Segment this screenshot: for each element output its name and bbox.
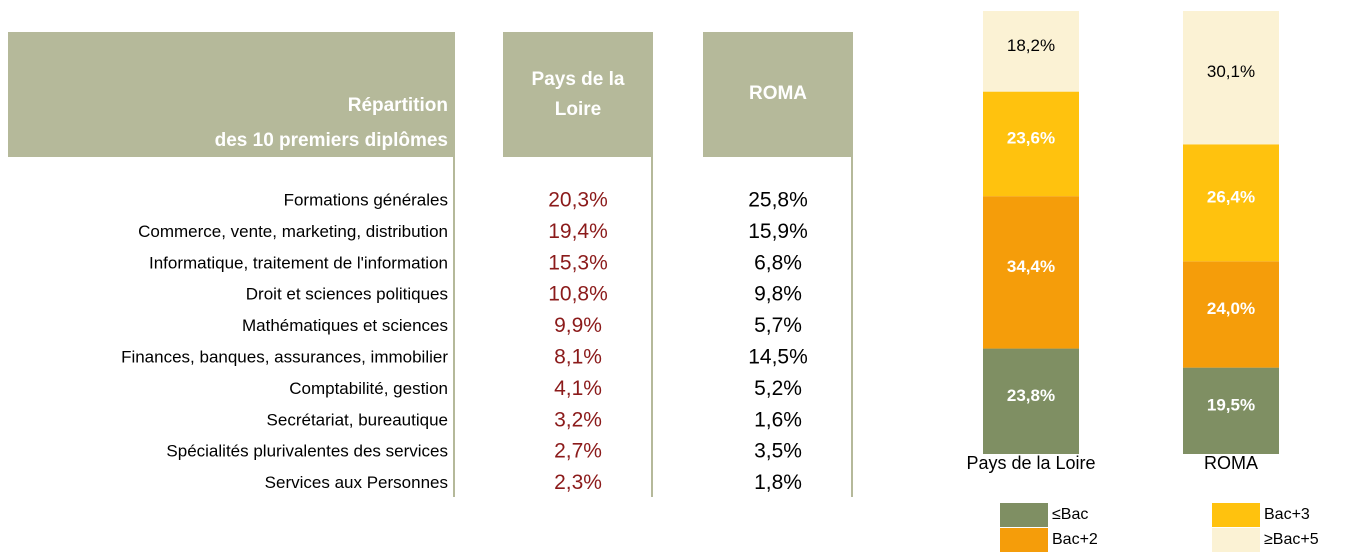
bar-segment <box>1183 144 1279 262</box>
header-box <box>503 32 653 157</box>
row-value: 9,8% <box>754 283 802 306</box>
legend-label: Bac+3 <box>1264 506 1310 523</box>
row-label: Spécialités plurivalentes des services <box>166 442 448 461</box>
data-label: 24,0% <box>1207 299 1255 318</box>
row-label: Mathématiques et sciences <box>242 316 448 335</box>
header-box <box>703 32 853 157</box>
row-value: 10,8% <box>548 283 608 306</box>
row-value: 2,3% <box>554 471 602 494</box>
legend-swatch <box>1212 528 1260 552</box>
header-text: Loire <box>555 99 601 120</box>
data-label: 30,1% <box>1207 62 1255 81</box>
row-value: 1,6% <box>754 408 802 431</box>
bar-segment <box>983 11 1079 92</box>
data-label: 18,2% <box>1007 36 1055 55</box>
bar-segment <box>1183 261 1279 368</box>
data-label: 23,6% <box>1007 128 1055 147</box>
data-label: 26,4% <box>1207 187 1255 206</box>
bar-segment <box>983 196 1079 349</box>
legend-swatch <box>1000 528 1048 552</box>
row-value: 20,3% <box>548 189 608 212</box>
row-label: Droit et sciences politiques <box>246 285 448 304</box>
category-label: Pays de la Loire <box>966 453 1095 473</box>
row-value: 25,8% <box>748 189 808 212</box>
data-label: 34,4% <box>1007 257 1055 276</box>
data-label: 19,5% <box>1207 395 1255 414</box>
bar-segment <box>1183 11 1279 145</box>
legend-swatch <box>1212 503 1260 527</box>
legend-label: Bac+2 <box>1052 531 1098 548</box>
row-value: 3,2% <box>554 408 602 431</box>
row-value: 15,3% <box>548 251 608 274</box>
data-label: 23,8% <box>1007 386 1055 405</box>
header-text: Pays de la <box>532 69 625 90</box>
header-text: des 10 premiers diplômes <box>215 130 448 151</box>
bar-segment <box>983 348 1079 454</box>
legend-label: ≤Bac <box>1052 506 1088 523</box>
bar-segment <box>983 91 1079 197</box>
row-value: 5,7% <box>754 314 802 337</box>
header-text: Répartition <box>348 95 448 116</box>
row-label: Finances, banques, assurances, immobilie… <box>121 347 448 366</box>
row-value: 6,8% <box>754 251 802 274</box>
row-value: 1,8% <box>754 471 802 494</box>
row-value: 5,2% <box>754 377 802 400</box>
row-label: Comptabilité, gestion <box>289 379 448 398</box>
row-value: 8,1% <box>554 346 602 369</box>
row-label: Informatique, traitement de l'informatio… <box>149 253 448 272</box>
header-box <box>8 32 455 157</box>
row-value: 14,5% <box>748 346 808 369</box>
legend-swatch <box>1000 503 1048 527</box>
legend-label: ≥Bac+5 <box>1264 531 1319 548</box>
bar-segment <box>1183 367 1279 454</box>
row-value: 9,9% <box>554 314 602 337</box>
category-label: ROMA <box>1204 453 1258 473</box>
row-label: Formations générales <box>284 190 448 209</box>
row-label: Commerce, vente, marketing, distribution <box>138 222 448 241</box>
header-text: ROMA <box>749 83 807 104</box>
row-label: Secrétariat, bureautique <box>267 410 448 429</box>
row-value: 2,7% <box>554 440 602 463</box>
row-value: 15,9% <box>748 220 808 243</box>
row-label: Services aux Personnes <box>265 473 448 492</box>
row-value: 4,1% <box>554 377 602 400</box>
row-value: 19,4% <box>548 220 608 243</box>
row-value: 3,5% <box>754 440 802 463</box>
